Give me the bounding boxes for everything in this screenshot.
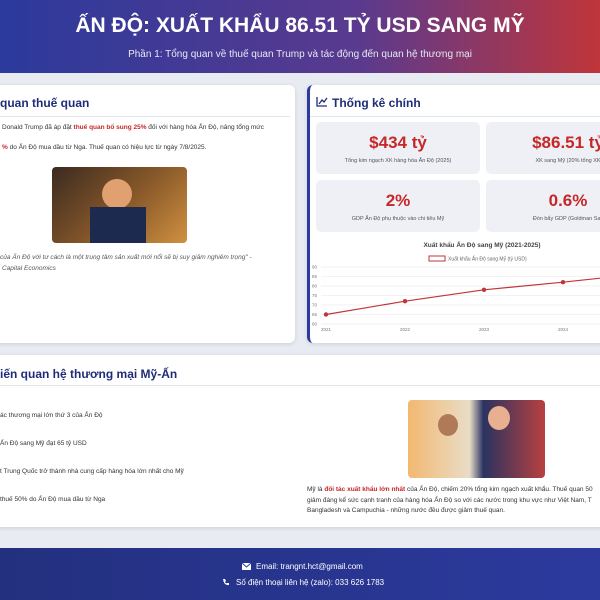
highlight: đối tác xuất khẩu lớn nhất xyxy=(324,486,406,493)
stat-value: $86.51 tỷ xyxy=(532,133,600,152)
x-tick-label: 2022 xyxy=(400,327,411,332)
point xyxy=(323,312,329,317)
text: Mỹ là xyxy=(307,486,325,493)
quote-line: của Ấn Độ với tư cách là một trung tâm s… xyxy=(0,254,252,261)
phone: Số điện thoại liên hệ (zalo): 033 626 17… xyxy=(236,578,385,587)
text: Donald Trump đã áp đặt xyxy=(2,124,74,131)
legend-label: Xuất khẩu Ấn Độ sang Mỹ (tỷ USD) xyxy=(448,256,527,263)
list-item: t Trung Quốc trở thành nhà cung cấp hàng… xyxy=(0,468,184,475)
point xyxy=(560,280,566,285)
chart-title: Xuất khẩu Ấn Độ sang Mỹ (2021-2025) xyxy=(423,239,540,249)
y-tick-label: 60 xyxy=(312,322,318,327)
stat-label: Tổng kim ngạch XK hàng hóa Ấn Độ (2025) xyxy=(344,158,452,164)
line xyxy=(325,277,600,316)
stat-box: $86.51 tỷ XK sang Mỹ (20% tổng XK xyxy=(486,122,600,174)
stat-box: $434 tỷ Tổng kim ngạch XK hàng hóa Ấn Độ … xyxy=(316,122,480,174)
image xyxy=(408,400,545,478)
highlight: % xyxy=(2,144,8,151)
text-line: Donald Trump đã áp đặt thuế quan bổ sung… xyxy=(2,124,264,144)
divider xyxy=(0,116,290,117)
y-tick-label: 75 xyxy=(312,293,318,298)
text-line: % do Ấn Độ mua dầu từ Nga. Thuế quan có … xyxy=(2,144,264,164)
stat-label: GDP Ấn Độ phụ thuộc vào chi tiêu Mỹ xyxy=(351,216,445,222)
paragraph: Donald Trump đã áp đặt thuế quan bổ sung… xyxy=(2,124,264,164)
stat-value: $434 tỷ xyxy=(369,133,427,152)
quote: của Ấn Độ với tư cách là một trung tâm s… xyxy=(0,252,252,274)
text: của Ấn Độ, chiếm 20% tổng kim ngạch xuất… xyxy=(405,486,593,493)
image-detail xyxy=(90,207,146,243)
y-tick-label: 70 xyxy=(312,303,318,308)
text: đối với hàng hóa Ấn Độ, nâng tổng mức xyxy=(146,124,264,131)
point xyxy=(481,287,487,292)
list-item: Ấn Độ sang Mỹ đạt 65 tỷ USD xyxy=(0,440,87,447)
text-line: Mỹ là đối tác xuất khẩu lớn nhất của Ấn … xyxy=(307,486,593,497)
image-detail xyxy=(102,179,132,209)
stat-label: Đòn bẩy GDP (Goldman Sac xyxy=(532,216,600,222)
text: giảm đáng kể sức cạnh tranh của hàng hóa… xyxy=(307,496,592,504)
text: do Ấn Độ mua dầu từ Nga. Thuế quan có hi… xyxy=(7,144,207,151)
x-tick-label: 2021 xyxy=(321,327,332,332)
section-title: iến quan hệ thương mại Mỹ-Ấn xyxy=(0,367,178,381)
text-line: Bangladesh và Campuchia - những nước đều… xyxy=(307,507,593,518)
y-tick-label: 90 xyxy=(312,265,318,270)
legend-swatch xyxy=(428,255,446,262)
quote-line: Capital Economics xyxy=(2,265,56,272)
subtitle: Phần 1: Tổng quan về thuế quan Trump và … xyxy=(128,49,472,60)
stat-box: 0.6% Đòn bẩy GDP (Goldman Sac xyxy=(486,180,600,232)
image xyxy=(52,167,187,243)
point xyxy=(402,299,408,304)
y-tick-label: 65 xyxy=(312,312,318,317)
chart-icon xyxy=(316,97,328,107)
stat-box: 2% GDP Ấn Độ phụ thuộc vào chi tiêu Mỹ xyxy=(316,180,480,232)
stat-label: XK sang Mỹ (20% tổng XK xyxy=(535,158,600,164)
stat-value: 0.6% xyxy=(548,191,588,210)
y-tick-label: 85 xyxy=(312,274,318,279)
divider xyxy=(0,385,600,386)
stat-value: 2% xyxy=(385,191,411,210)
list-item: ác thương mại lớn thứ 3 của Ấn Độ xyxy=(0,412,103,419)
section-title: quan thuế quan xyxy=(0,96,90,110)
phone-icon xyxy=(223,579,229,586)
email-icon xyxy=(242,563,251,570)
image-detail xyxy=(488,406,510,430)
header: ẤN ĐỘ: XUẤT KHẨU 86.51 TỶ USD SANG MỸ Ph… xyxy=(0,0,600,73)
text: Bangladesh và Campuchia - những nước đều… xyxy=(307,507,505,514)
text-line: giảm đáng kể sức cạnh tranh của hàng hóa… xyxy=(307,497,593,508)
y-tick-label: 80 xyxy=(312,284,318,289)
chart: Xuất khẩu Ấn Độ sang Mỹ (2021-2025) Xuất … xyxy=(312,239,600,332)
email: Email: trangnt.hct@gmail.com xyxy=(256,562,363,571)
paragraph: Mỹ là đối tác xuất khẩu lớn nhất của Ấn … xyxy=(307,486,593,518)
section-title: Thống kê chính xyxy=(332,96,421,110)
divider xyxy=(310,116,600,117)
footer: Email: trangnt.hct@gmail.com Số điện tho… xyxy=(0,548,600,600)
image-detail xyxy=(438,414,458,436)
list-item: thuế 50% do Ấn Độ mua dầu từ Nga xyxy=(0,496,106,503)
title: ẤN ĐỘ: XUẤT KHẨU 86.51 TỶ USD SANG MỸ xyxy=(75,14,525,37)
x-tick-label: 2023 xyxy=(479,327,490,332)
x-tick-label: 2024 xyxy=(558,327,569,332)
highlight: thuế quan bổ sung 25% xyxy=(73,124,147,131)
